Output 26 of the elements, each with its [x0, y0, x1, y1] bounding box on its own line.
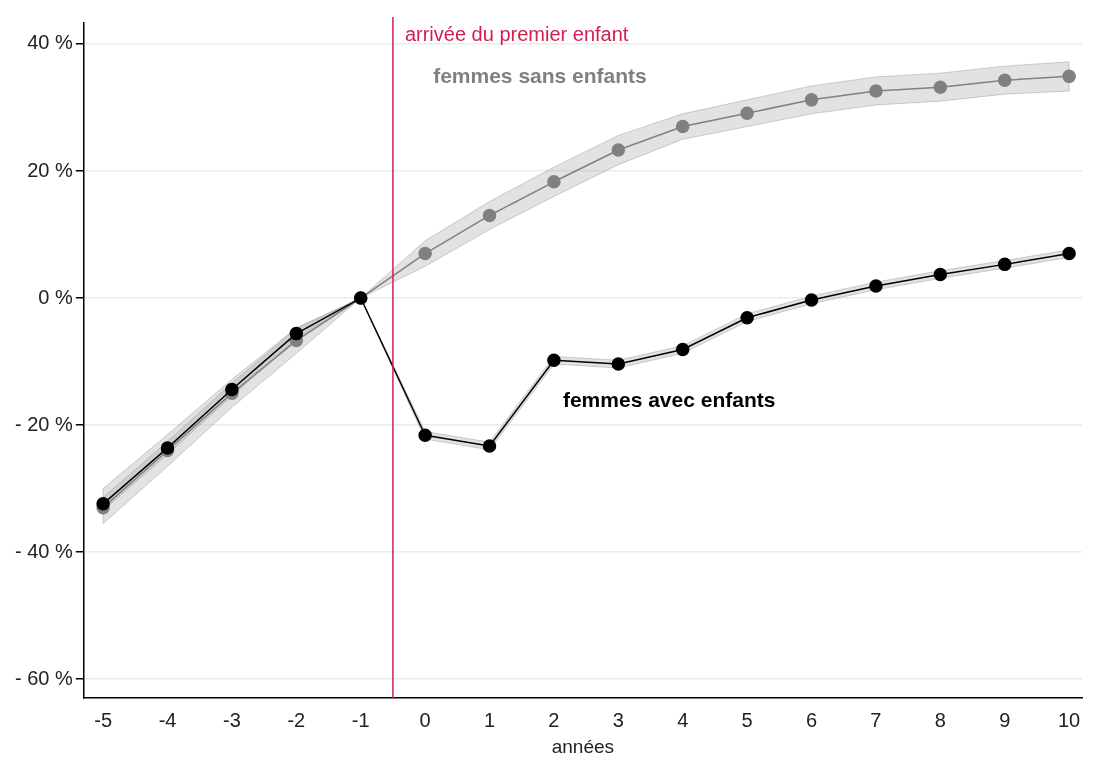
x-tick-label: 10 — [1057, 708, 1081, 731]
y-tick-label: - 60 % — [14, 666, 74, 689]
y-tick-label: - 40 % — [14, 539, 74, 562]
series-label: femmes avec enfants — [562, 387, 776, 411]
y-tick-label: 40 % — [27, 31, 74, 54]
x-tick-label: -3 — [223, 708, 241, 731]
x-tick-label: 8 — [934, 708, 946, 731]
ref-line-label: arrivée du premier enfant — [404, 22, 629, 45]
x-tick-label: 0 — [419, 708, 431, 731]
y-tick-label: - 20 % — [14, 412, 74, 435]
x-tick-label: -4 — [158, 708, 177, 731]
x-tick-label: -2 — [287, 708, 306, 731]
x-tick-label: -1 — [351, 708, 370, 731]
x-tick-label: 6 — [805, 708, 818, 731]
x-axis-title: années — [551, 735, 615, 757]
y-tick-label: 20 % — [27, 158, 74, 181]
x-tick-label: 1 — [483, 708, 496, 731]
x-tick-label: 5 — [741, 708, 753, 731]
x-tick-label: -5 — [94, 708, 113, 731]
x-tick-label: 2 — [548, 708, 560, 731]
x-tick-label: 3 — [612, 708, 624, 731]
y-tick-label: 0 % — [38, 285, 74, 308]
text: femmes sans enfants — [433, 63, 647, 87]
x-tick-label: 9 — [999, 708, 1011, 731]
x-tick-label: 4 — [677, 708, 689, 731]
x-tick-label: 7 — [870, 708, 882, 731]
